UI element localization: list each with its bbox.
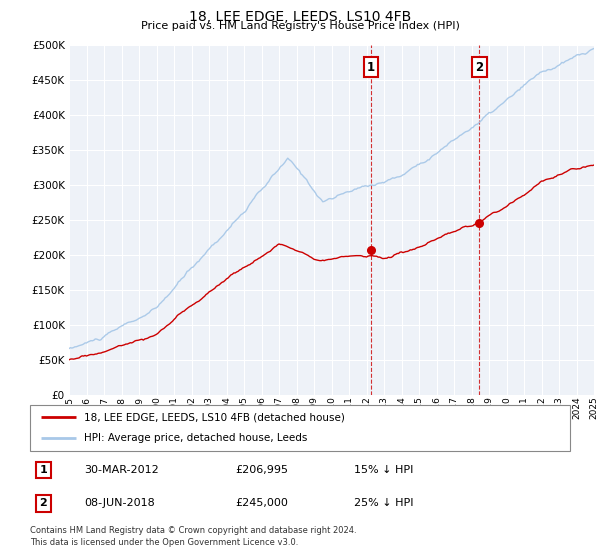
Text: 30-MAR-2012: 30-MAR-2012 <box>84 465 159 475</box>
Text: 2: 2 <box>475 60 483 74</box>
Text: 1: 1 <box>367 60 375 74</box>
Text: 2: 2 <box>40 498 47 508</box>
FancyBboxPatch shape <box>30 405 570 451</box>
Text: Contains HM Land Registry data © Crown copyright and database right 2024.
This d: Contains HM Land Registry data © Crown c… <box>30 526 356 547</box>
Text: 25% ↓ HPI: 25% ↓ HPI <box>354 498 413 508</box>
Text: HPI: Average price, detached house, Leeds: HPI: Average price, detached house, Leed… <box>84 433 307 444</box>
Text: 18, LEE EDGE, LEEDS, LS10 4FB: 18, LEE EDGE, LEEDS, LS10 4FB <box>189 10 411 24</box>
Text: 08-JUN-2018: 08-JUN-2018 <box>84 498 155 508</box>
Text: Price paid vs. HM Land Registry's House Price Index (HPI): Price paid vs. HM Land Registry's House … <box>140 21 460 31</box>
Text: £206,995: £206,995 <box>235 465 288 475</box>
Text: 15% ↓ HPI: 15% ↓ HPI <box>354 465 413 475</box>
Text: 1: 1 <box>40 465 47 475</box>
Text: 18, LEE EDGE, LEEDS, LS10 4FB (detached house): 18, LEE EDGE, LEEDS, LS10 4FB (detached … <box>84 412 345 422</box>
Text: £245,000: £245,000 <box>235 498 288 508</box>
